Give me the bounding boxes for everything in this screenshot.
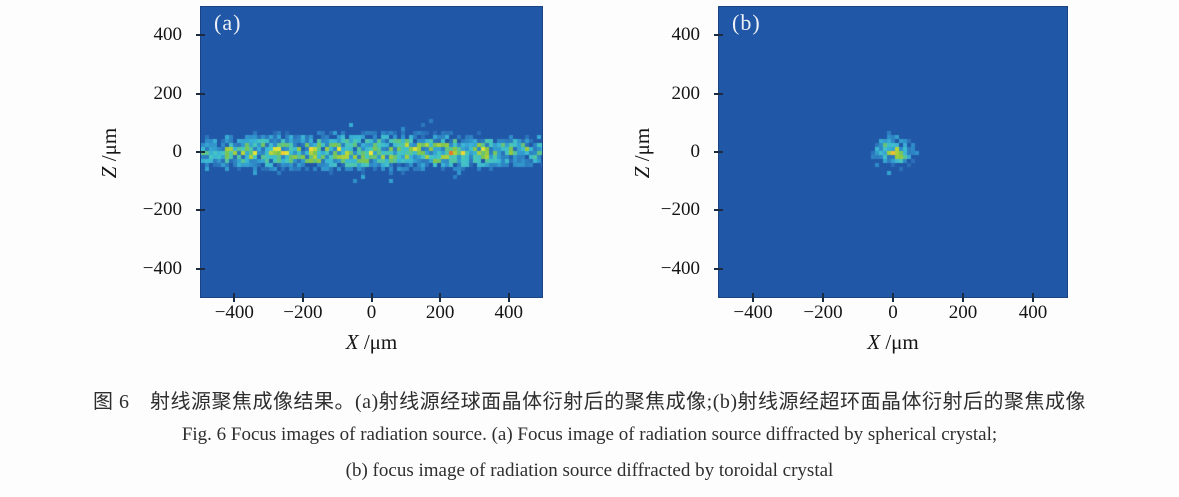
x-tick-label: −400 — [214, 302, 254, 323]
y-tick-mark — [714, 209, 723, 212]
x-tick-mark — [370, 293, 373, 302]
y-axis-tick-labels-b: 400 200 0 −200 −400 — [638, 6, 710, 298]
x-axis-variable-b: X — [867, 330, 881, 354]
x-tick-label: 400 — [494, 302, 523, 323]
x-tick-label: 0 — [888, 302, 898, 323]
plot-area-b: (b) — [718, 6, 1068, 298]
x-axis-unit-b: /μm — [880, 330, 919, 354]
y-axis-tick-marks-a — [196, 6, 205, 298]
x-tick-label: 400 — [1018, 302, 1048, 323]
x-tick-mark — [1032, 293, 1034, 302]
x-tick-mark — [301, 293, 304, 302]
y-tick-mark — [196, 92, 205, 95]
y-tick-mark — [196, 34, 205, 37]
y-tick-label: −200 — [142, 199, 182, 221]
x-tick-mark — [822, 293, 824, 302]
x-axis-tick-marks-a — [200, 293, 543, 302]
y-tick-label: −400 — [660, 257, 700, 279]
y-axis-tick-labels-a: 400 200 0 −200 −400 — [120, 6, 192, 298]
panel-label-b: (b) — [732, 10, 761, 35]
x-tick-mark — [439, 293, 442, 302]
y-tick-mark — [714, 267, 723, 270]
y-tick-mark — [714, 92, 723, 95]
x-tick-label: −200 — [803, 302, 843, 323]
heatmap-canvas-b — [719, 7, 1067, 297]
x-tick-label: 200 — [948, 302, 978, 323]
x-axis-tick-labels-a: −400 −200 0 200 400 — [200, 302, 543, 328]
y-tick-label: 0 — [690, 141, 701, 162]
x-tick-label: 0 — [366, 302, 377, 323]
y-axis-unit-b: /μm — [630, 127, 654, 167]
y-tick-mark — [714, 34, 723, 37]
x-tick-mark — [233, 293, 236, 302]
y-axis-unit-a: /μm — [97, 127, 121, 167]
y-tick-label: −200 — [660, 199, 700, 221]
x-tick-mark — [507, 293, 510, 302]
y-tick-mark — [196, 209, 205, 212]
y-axis-variable-a: Z — [97, 166, 121, 179]
x-tick-mark — [962, 293, 964, 302]
x-axis-tick-marks-b — [718, 293, 1068, 302]
plot-area-a: (a) — [200, 6, 543, 298]
y-tick-label: 200 — [671, 82, 701, 104]
x-axis-label-a: X /μm — [200, 330, 543, 355]
x-tick-mark — [892, 293, 894, 302]
y-tick-mark — [714, 151, 723, 153]
x-tick-label: −200 — [283, 302, 323, 323]
y-tick-mark — [196, 151, 205, 153]
y-tick-label: 0 — [172, 141, 183, 162]
caption-english-line2: (b) focus image of radiation source diff… — [345, 460, 834, 481]
y-tick-label: 400 — [153, 24, 183, 46]
x-tick-label: 200 — [425, 302, 455, 323]
caption-english-line1: Fig. 6 Focus images of radiation source.… — [181, 424, 998, 445]
y-tick-label: −400 — [142, 257, 182, 279]
caption-chinese: 图 6 射线源聚焦成像结果。(a)射线源经球面晶体衍射后的聚焦成像;(b)射线源… — [92, 391, 1087, 413]
y-axis-label-a: Z /μm — [97, 88, 123, 218]
y-tick-label: 400 — [671, 24, 701, 46]
x-axis-tick-labels-b: −400 −200 0 200 400 — [718, 302, 1068, 328]
x-axis-unit-a: /μm — [358, 330, 398, 354]
heatmap-canvas-a — [201, 7, 542, 297]
y-axis-tick-marks-b — [714, 6, 723, 298]
y-axis-variable-b: Z — [630, 166, 654, 179]
y-tick-mark — [196, 267, 205, 270]
panel-label-a: (a) — [214, 10, 242, 35]
y-tick-label: 200 — [153, 82, 183, 104]
x-axis-variable-a: X — [345, 330, 359, 354]
x-tick-mark — [752, 293, 754, 302]
x-axis-label-b: X /μm — [718, 330, 1068, 355]
x-tick-label: −400 — [733, 302, 773, 323]
y-axis-label-b: Z /μm — [630, 88, 656, 218]
